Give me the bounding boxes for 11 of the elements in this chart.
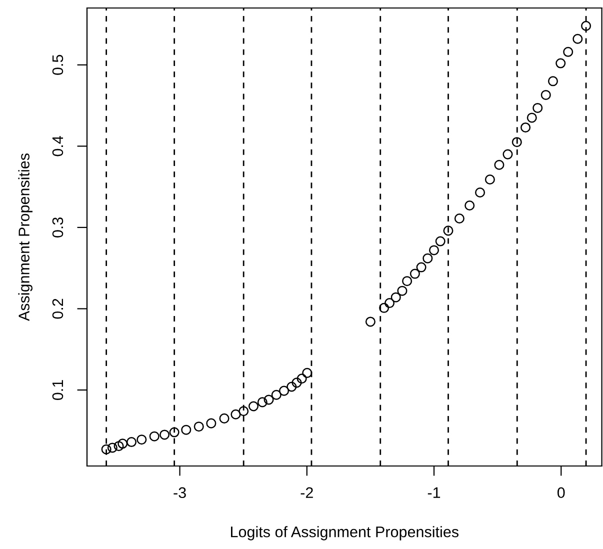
y-axis-title: Assignment Propensities: [18, 153, 32, 322]
x-tick-label: -3: [174, 487, 186, 498]
y-tick-label: 0.3: [52, 218, 64, 238]
y-tick-label: 0.2: [52, 298, 64, 319]
x-axis-title: Logits of Assignment Propensities: [231, 526, 458, 540]
y-tick-label: 0.5: [52, 54, 64, 75]
x-tick-label: -2: [300, 487, 313, 498]
x-tick-label: -1: [428, 487, 440, 498]
y-tick-label: 0.4: [52, 136, 64, 156]
x-tick-label: 0: [557, 487, 565, 498]
y-tick-label: 0.1: [52, 380, 64, 400]
